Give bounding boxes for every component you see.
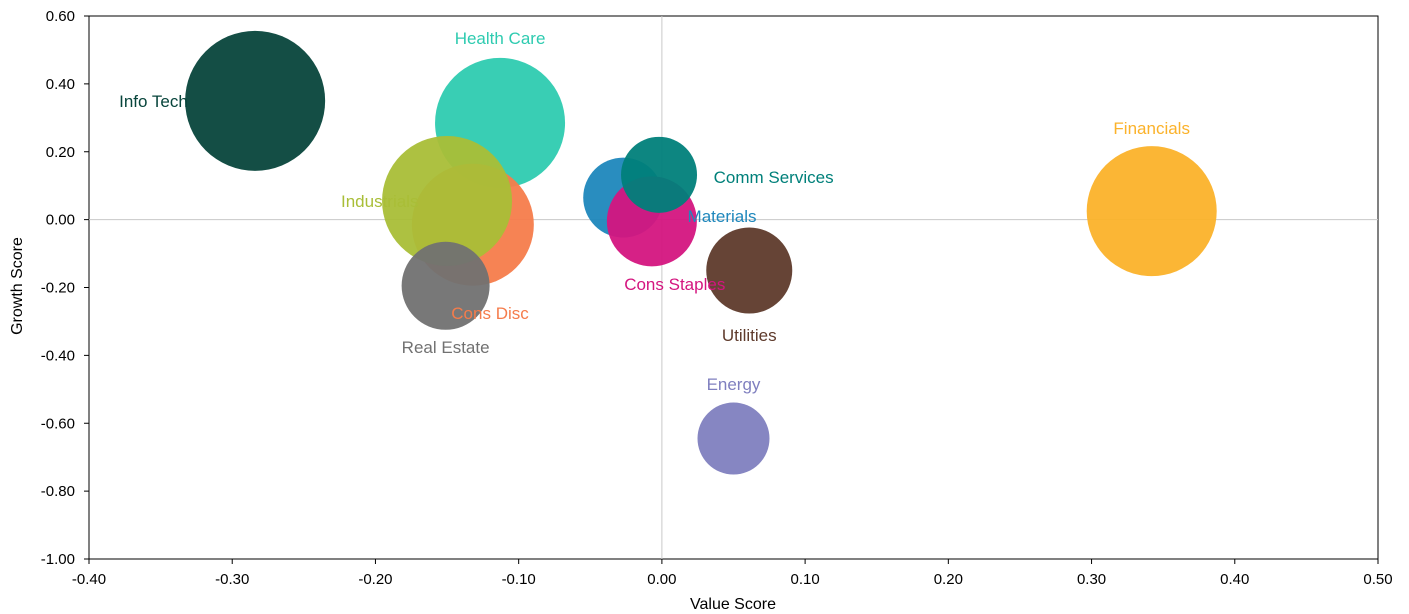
point-labels-layer: Info Tech Health Care Cons Disc Industrials… — [119, 29, 1190, 394]
x-tick-label: 0.20 — [934, 571, 963, 588]
x-tick-label: -0.10 — [502, 571, 536, 588]
bubble-industrials — [382, 135, 513, 266]
bubble-energy — [697, 402, 770, 475]
y-tick-label: 0.40 — [46, 76, 75, 93]
bubble-info-tech — [185, 30, 326, 171]
label-cons-disc: Cons Disc — [451, 304, 529, 323]
label-industrials: Industrials — [341, 192, 418, 211]
y-axis-ticks: 0.60 0.40 0.20 0.00 -0.20 -0.40 -0.60 -0.80 -1.0… — [41, 8, 89, 568]
x-tick-label: 0.00 — [647, 571, 676, 588]
x-tick-label: 0.40 — [1220, 571, 1249, 588]
x-tick-label: 0.50 — [1363, 571, 1392, 588]
label-info-tech: Info Tech — [119, 92, 188, 111]
x-tick-label: -0.30 — [215, 571, 249, 588]
y-axis-label: Growth Score — [9, 237, 26, 335]
bubble-financials — [1086, 146, 1217, 277]
bubble-comm-services — [621, 136, 698, 213]
x-axis-label: Value Score — [690, 596, 776, 613]
x-tick-label: -0.40 — [72, 571, 106, 588]
label-utilities: Utilities — [722, 326, 777, 345]
label-financials: Financials — [1113, 119, 1190, 138]
y-tick-label: -0.40 — [41, 347, 75, 364]
label-cons-staples: Cons Staples — [624, 275, 725, 294]
x-tick-label: 0.10 — [791, 571, 820, 588]
y-tick-label: 0.00 — [46, 212, 75, 229]
label-health-care: Health Care — [455, 29, 546, 48]
y-tick-label: 0.20 — [46, 144, 75, 161]
bubble-utilities — [706, 227, 793, 314]
x-tick-label: 0.30 — [1077, 571, 1106, 588]
x-tick-label: -0.20 — [358, 571, 392, 588]
x-axis-ticks: -0.40 -0.30 -0.20 -0.10 0.00 0.10 0.20 0.30 0.40… — [72, 559, 1393, 588]
y-tick-label: -0.60 — [41, 415, 75, 432]
y-tick-label: -1.00 — [41, 551, 75, 568]
label-real-estate: Real Estate — [402, 338, 490, 357]
bubble-real-estate — [401, 241, 490, 330]
bubbles-layer — [185, 30, 1217, 475]
y-tick-label: -0.80 — [41, 483, 75, 500]
label-materials: Materials — [688, 207, 757, 226]
label-comm-services: Comm Services — [714, 168, 834, 187]
label-energy: Energy — [707, 375, 761, 394]
y-tick-label: -0.20 — [41, 280, 75, 297]
y-tick-label: 0.60 — [46, 8, 75, 25]
